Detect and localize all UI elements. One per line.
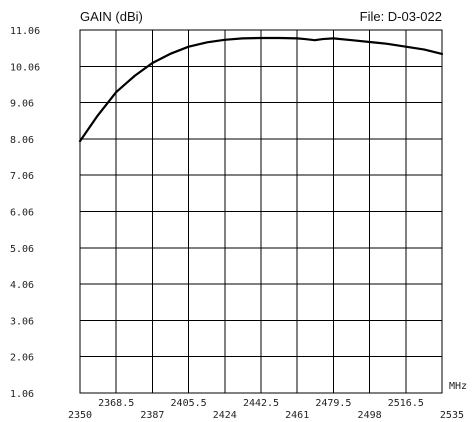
x-tick-label-upper: 2479.5 <box>315 398 351 409</box>
y-tick-label: 4.06 <box>10 280 34 291</box>
y-tick-labels: 11.06 10.06 9.06 8.06 7.06 6.06 5.06 4.06 3.06 2.… <box>10 26 40 400</box>
x-tick-label-upper: 2516.5 <box>388 398 424 409</box>
x-tick-label-lower: 2387 <box>140 410 164 421</box>
x-tick-label-lower: 2350 <box>68 410 92 421</box>
y-tick-label: 7.06 <box>10 171 34 182</box>
x-tick-label-upper: 2368.5 <box>98 398 134 409</box>
chart-title: GAIN (dBi) <box>80 9 143 24</box>
file-label: File: D-03-022 <box>360 9 442 24</box>
grid <box>80 30 442 393</box>
y-tick-label: 1.06 <box>10 389 34 400</box>
y-tick-label: 9.06 <box>10 99 34 110</box>
y-tick-label: 2.06 <box>10 353 34 364</box>
y-tick-label: 5.06 <box>10 244 34 255</box>
y-tick-label: 8.06 <box>10 135 34 146</box>
gain-series-line <box>78 36 444 143</box>
y-tick-label: 6.06 <box>10 208 34 219</box>
x-tick-label-lower: 2535 <box>440 410 464 421</box>
x-axis-unit-label: MHz <box>449 381 467 392</box>
plot-frame <box>79 29 443 394</box>
x-tick-label-lower: 2424 <box>213 410 237 421</box>
x-tick-label-upper: 2442.5 <box>243 398 279 409</box>
x-tick-label-lower: 2498 <box>358 410 382 421</box>
x-tick-label-upper: 2405.5 <box>171 398 207 409</box>
y-tick-label: 3.06 <box>10 316 34 327</box>
y-tick-label: 10.06 <box>10 62 40 73</box>
x-tick-label-lower: 2461 <box>285 410 309 421</box>
x-tick-labels: 2368.5 2405.5 2442.5 2479.5 2516.5 2350 2387 24… <box>68 398 464 421</box>
y-tick-label: 11.06 <box>10 26 40 37</box>
